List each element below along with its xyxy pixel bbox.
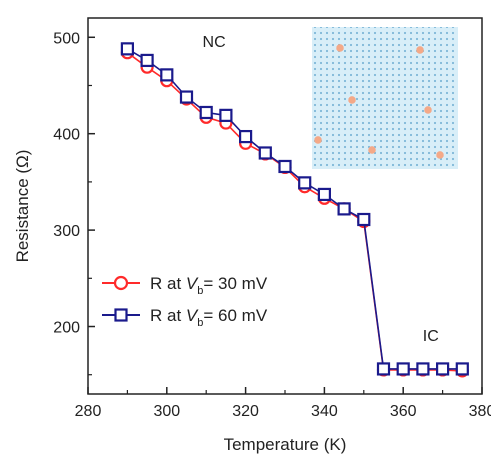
legend: R at Vb= 30 mV R at Vb= 60 mV <box>102 274 268 329</box>
data-point <box>357 212 371 227</box>
legend-item-series-2: R at Vb= 60 mV <box>102 306 268 329</box>
data-point <box>337 202 351 216</box>
x-tick-label: 340 <box>311 403 338 420</box>
x-tick-label: 380 <box>469 403 491 420</box>
data-point <box>376 362 391 376</box>
data-point <box>140 53 154 68</box>
y-axis: 200 300 400 500 <box>53 30 95 376</box>
y-axis-title: Resistance (Ω) <box>13 150 32 263</box>
y-tick-label: 400 <box>53 127 80 144</box>
y-tick-label: 200 <box>53 320 80 337</box>
y-tick-label: 500 <box>53 30 80 47</box>
data-point <box>317 187 331 202</box>
legend-item-series-1: R at Vb= 30 mV <box>102 274 268 297</box>
legend-label-series-1: R at Vb= 30 mV <box>150 274 268 297</box>
data-point <box>160 68 174 82</box>
legend-label-series-2: R at Vb= 60 mV <box>150 306 268 329</box>
x-tick-label: 300 <box>153 403 180 420</box>
inset-dot <box>348 96 356 104</box>
data-point <box>396 362 410 376</box>
data-point <box>219 108 233 122</box>
annotation-ic: IC <box>423 328 439 345</box>
inset-image <box>312 27 458 169</box>
data-point <box>278 159 292 174</box>
inset-dot <box>368 146 376 154</box>
annotation-nc: NC <box>203 34 226 51</box>
data-point <box>239 129 253 144</box>
series-layer <box>120 42 469 378</box>
data-point <box>120 42 135 56</box>
data-point <box>298 176 312 190</box>
inset-dot <box>436 151 444 159</box>
inset-dot <box>424 106 432 114</box>
x-tick-label: 360 <box>390 403 417 420</box>
inset-dot <box>336 44 344 52</box>
data-point <box>455 362 469 376</box>
y-tick-label: 300 <box>53 223 80 240</box>
data-point <box>436 362 450 376</box>
inset-dot <box>314 136 322 144</box>
data-point <box>179 90 194 104</box>
x-tick-label: 280 <box>75 403 102 420</box>
data-point <box>416 362 430 376</box>
series-2 <box>120 42 469 376</box>
x-axis: 280 300 320 340 360 380 <box>75 387 491 420</box>
x-axis-title: Temperature (K) <box>224 435 347 454</box>
inset-dot <box>416 46 424 54</box>
x-tick-label: 320 <box>232 403 259 420</box>
data-point <box>258 146 272 160</box>
data-point <box>199 105 213 120</box>
